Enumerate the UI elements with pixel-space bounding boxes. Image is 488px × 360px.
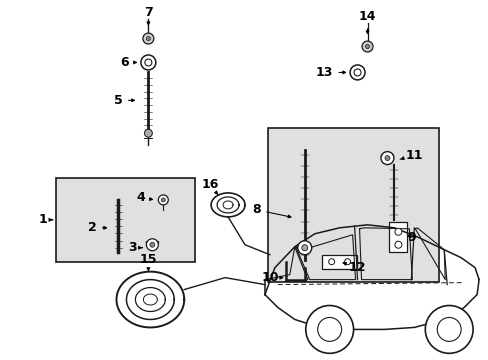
Circle shape xyxy=(380,152,393,165)
Bar xyxy=(321,255,356,269)
Circle shape xyxy=(349,65,364,80)
Circle shape xyxy=(344,259,350,265)
Circle shape xyxy=(149,242,155,247)
Text: 6: 6 xyxy=(120,56,136,69)
Bar xyxy=(267,128,438,282)
Text: 4: 4 xyxy=(136,192,152,204)
Circle shape xyxy=(158,195,168,205)
Circle shape xyxy=(384,156,389,161)
Text: 3: 3 xyxy=(128,241,142,254)
Text: 14: 14 xyxy=(358,10,375,33)
Text: 12: 12 xyxy=(343,261,366,274)
Text: 2: 2 xyxy=(88,221,106,234)
Text: 10: 10 xyxy=(261,271,282,284)
Circle shape xyxy=(394,241,401,248)
Circle shape xyxy=(317,318,341,341)
Circle shape xyxy=(353,69,360,76)
Text: 7: 7 xyxy=(143,6,152,25)
Text: 13: 13 xyxy=(315,66,345,79)
Circle shape xyxy=(365,45,369,49)
Circle shape xyxy=(144,129,152,137)
Text: 9: 9 xyxy=(406,231,415,244)
Text: 15: 15 xyxy=(140,253,157,270)
Circle shape xyxy=(301,245,307,251)
Circle shape xyxy=(142,33,154,44)
Circle shape xyxy=(161,198,165,202)
Circle shape xyxy=(141,55,156,70)
Text: 1: 1 xyxy=(39,213,53,226)
Text: 16: 16 xyxy=(201,179,218,194)
Circle shape xyxy=(394,228,401,235)
Circle shape xyxy=(144,59,152,66)
Bar xyxy=(388,222,407,252)
Circle shape xyxy=(297,241,311,255)
Circle shape xyxy=(305,306,353,353)
Circle shape xyxy=(361,41,372,52)
Circle shape xyxy=(436,318,460,341)
Circle shape xyxy=(146,239,158,251)
Circle shape xyxy=(146,37,150,41)
Text: 11: 11 xyxy=(399,149,422,162)
Text: 8: 8 xyxy=(252,203,290,218)
Bar xyxy=(56,178,195,262)
Circle shape xyxy=(425,306,472,353)
Text: 5: 5 xyxy=(114,94,134,107)
Circle shape xyxy=(328,259,334,265)
